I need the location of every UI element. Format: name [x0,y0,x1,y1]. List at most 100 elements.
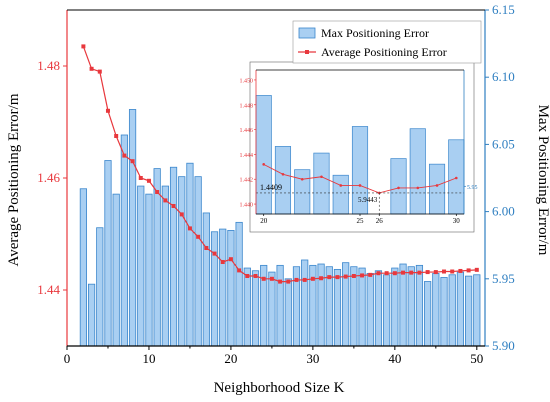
bar [87,283,96,347]
line-point [294,277,299,282]
line-point [196,234,201,239]
x-axis-label: Neighborhood Size K [214,380,345,396]
inset-y-left-tick-label: 1.450 [240,78,254,84]
inset-line-point [262,163,266,166]
bar [391,267,399,347]
bar [432,273,440,347]
y-right-tick-label: 6.10 [492,69,515,84]
bar [145,193,153,347]
inset-line-point [320,175,323,179]
bar [137,185,145,347]
line-point [474,267,479,272]
bar [112,193,120,347]
bar [169,166,178,347]
line-point [146,178,151,183]
bar [415,264,424,347]
legend-line-marker [305,50,309,54]
inset-x-tick-label: 20 [260,217,268,225]
x-tick-label: 20 [224,351,237,366]
bar [301,259,309,347]
legend-bar-label: Max Positioning Error [321,26,429,40]
bar [350,266,358,347]
inset-bar [294,169,311,215]
line-point [179,212,184,217]
inset-y-left-tick-label: 1.448 [240,103,254,109]
line-point [220,260,225,264]
line-point [97,69,102,74]
y-right-tick-label: 5.90 [492,338,515,353]
legend: Max Positioning Error Average Positioning… [292,20,482,64]
inset-line-point [281,172,285,176]
y-right-tick-label: 6.15 [492,2,515,17]
inset-y-right-tick-label: 5.95 [467,185,478,191]
bar [448,274,456,347]
line-point [360,273,365,278]
line-point [114,134,119,138]
line-point [237,268,242,273]
line-point [425,270,430,275]
bar [178,176,186,347]
legend-line-label: Average Positioning Error [321,45,447,59]
x-tick-label: 10 [142,351,155,366]
inset-line-point [300,177,304,181]
x-tick-label: 0 [64,351,71,366]
line-point [89,66,94,71]
x-tick-label: 30 [306,351,319,366]
line-point [163,198,168,203]
line-point [155,190,160,194]
legend-bar-swatch [298,27,316,39]
bar [210,231,219,347]
x-tick-label: 40 [388,351,401,366]
line-point [130,159,135,164]
line-point [466,268,471,273]
line-point [228,257,233,262]
inset-line-point [358,184,362,187]
line-point [302,277,307,282]
inset-y-left-tick-label: 1.442 [240,178,254,184]
bar [366,273,374,347]
y-left-tick-label: 1.44 [37,282,60,297]
line-point [351,274,356,278]
inset-bar [313,152,330,215]
inset-bar [390,158,407,215]
line-point [384,271,389,276]
bar [456,271,465,347]
line-point [253,274,258,278]
line-point [278,279,283,284]
line-point [401,270,406,275]
y-right-tick-label: 6.05 [492,136,515,151]
inset-line-point [397,186,400,190]
inset-y-left-tick-label: 1.444 [240,153,254,159]
line-point [392,271,397,276]
bar [194,176,202,347]
inset-min-label: 5.9443 [358,196,378,204]
main-line-series [81,44,479,284]
inset-line-point [416,186,420,190]
bar [284,278,292,347]
bar [465,275,473,347]
line-point [335,275,340,280]
bar [383,274,391,347]
inset-bar [332,174,349,215]
y-right-tick-label: 6.00 [492,204,515,219]
y-right-tick-label: 5.95 [492,271,515,286]
line-point [319,276,324,281]
inset-x-tick-label: 25 [357,217,365,225]
inset-line-point [339,184,343,187]
line-point [310,276,315,281]
bar [440,277,448,347]
y-axis-label-left: Average Positioning Error/m [6,93,22,266]
inset-bar [255,95,272,215]
inset-bar [409,128,426,215]
inset-y-left-tick-label: 1.446 [240,128,254,134]
bar [399,263,407,347]
bar [473,274,481,347]
bar [161,185,169,347]
line-point [269,276,274,281]
legend-box [292,20,482,64]
bar [186,162,194,347]
bar [276,264,284,347]
bar [268,271,276,347]
bar [407,266,415,347]
